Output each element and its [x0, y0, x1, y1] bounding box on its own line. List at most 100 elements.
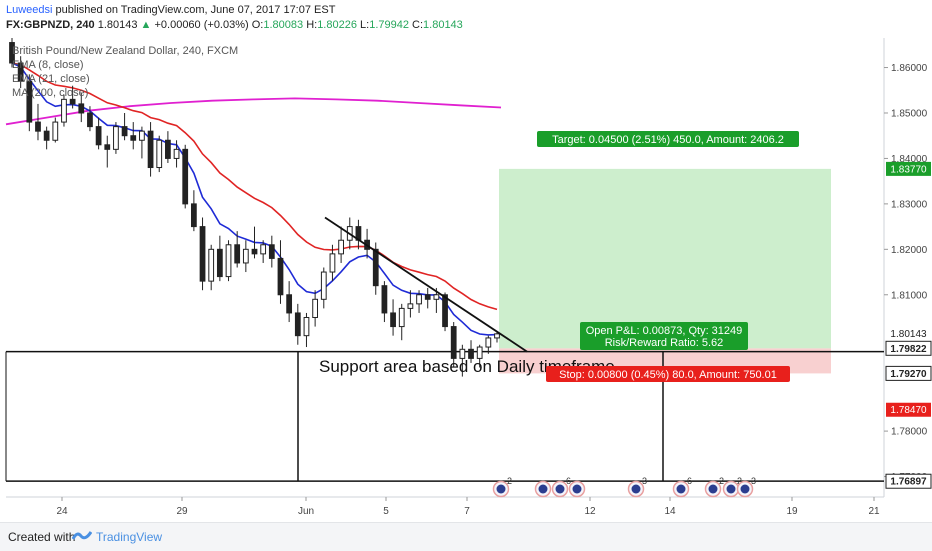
candle	[199, 217, 206, 291]
candle	[494, 331, 500, 343]
candle-body	[43, 130, 50, 141]
candle	[216, 235, 223, 282]
chart-area[interactable]: 1.86000 1.85000 1.84000 1.83000 1.82000 1.810…	[0, 0, 932, 522]
candle	[139, 126, 145, 159]
candle	[121, 112, 128, 141]
publish-info: Luweedsi published on TradingView.com, J…	[6, 4, 335, 16]
candle-body	[156, 139, 163, 169]
candle	[251, 226, 258, 259]
candle	[312, 290, 319, 327]
event-flag-core	[708, 484, 718, 494]
candle	[182, 144, 189, 209]
y-tick-label-1: 1.85000	[891, 108, 928, 119]
candle	[286, 281, 293, 323]
candle	[442, 292, 448, 332]
target-label-text-0: Target: 0.04500 (2.51%) 450.0, Amount: 2…	[552, 134, 784, 146]
candle	[260, 240, 267, 263]
x-tick-label-2: Jun	[298, 506, 314, 517]
candle-body	[61, 98, 67, 123]
candle-body	[130, 135, 137, 141]
candle	[338, 226, 344, 263]
y-tick-label-3: 1.83000	[891, 199, 928, 210]
event-flag-core	[496, 484, 506, 494]
event-count: 2	[737, 476, 742, 486]
event-flag-icon-4: 3	[627, 476, 647, 498]
candle	[398, 303, 405, 341]
low-label: L:	[360, 19, 370, 31]
event-flag-core	[676, 484, 686, 494]
candle-body	[26, 80, 33, 123]
x-tick-label-6: 14	[664, 506, 676, 517]
event-flag-core	[538, 484, 548, 494]
candle-body	[182, 148, 189, 205]
candle-body	[303, 316, 310, 337]
target-zone	[499, 168, 831, 349]
event-flag-icon-5: 6	[672, 476, 692, 498]
candle	[52, 117, 59, 143]
candle	[17, 56, 24, 88]
candle-body	[398, 307, 405, 328]
author-link[interactable]: Luweedsi	[6, 4, 53, 16]
stop-label-box	[546, 366, 790, 382]
event-count: 3	[642, 476, 647, 486]
candle	[95, 117, 102, 150]
price-axis-label-box	[886, 402, 931, 417]
price-change: +0.00060 (+0.03%)	[154, 19, 249, 31]
candle-body	[121, 126, 128, 137]
candle	[69, 85, 76, 109]
x-tick-label-1: 29	[176, 506, 188, 517]
candle-body	[251, 248, 258, 255]
last-price: 1.80143	[97, 19, 138, 31]
candle	[459, 344, 466, 377]
candle-body	[165, 139, 171, 159]
stop-label-text-0: Stop: 0.00800 (0.45%) 80.0, Amount: 750.…	[559, 369, 777, 381]
candle	[165, 131, 171, 163]
trendline	[324, 216, 528, 353]
candle	[242, 240, 249, 273]
candle-body	[95, 126, 102, 146]
x-tick-label-3: 5	[383, 506, 389, 517]
close-label: C:	[412, 19, 424, 31]
close-value: 1.80143	[423, 19, 463, 31]
candle-body	[216, 248, 223, 278]
legend-ema21[interactable]: EMA (21, close)	[12, 73, 90, 85]
event-count: 6	[687, 476, 692, 486]
event-flag-core	[726, 484, 736, 494]
candle-body	[277, 257, 284, 296]
legend-ma200[interactable]: MA (200, close)	[12, 87, 89, 99]
candle	[416, 290, 422, 313]
candle	[390, 299, 396, 336]
price-axis-label-box	[886, 326, 931, 341]
event-flag-icon-6: 2	[704, 476, 724, 498]
price-axis-label-text: 1.79822	[890, 344, 927, 355]
candle	[407, 290, 414, 318]
candle-body	[242, 248, 249, 264]
price-axis-label-6: 1.76897	[885, 473, 932, 489]
candle-body	[459, 348, 466, 359]
candle	[225, 240, 232, 282]
open-label: O:	[251, 19, 264, 31]
legend-ema8[interactable]: EMA (8, close)	[12, 59, 84, 71]
y-tick-label-6: 1.78000	[891, 427, 928, 438]
event-flag-core	[740, 484, 750, 494]
target-label-box	[537, 131, 799, 147]
price-axis-label-box	[885, 340, 932, 356]
event-flag-core	[572, 484, 582, 494]
candle-body	[494, 333, 500, 339]
event-flag-icon-7: 2	[722, 476, 742, 498]
x-tick-label-4: 7	[464, 506, 470, 517]
event-flag-icon-2: 6	[551, 476, 571, 498]
candle-body	[450, 326, 457, 359]
tradingview-brand[interactable]: TradingView	[96, 530, 163, 544]
stop-label: Stop: 0.00800 (0.45%) 80.0, Amount: 750.…	[546, 366, 790, 382]
candle-body	[260, 244, 267, 255]
candle-body	[390, 312, 396, 328]
support-annotation: Support area based on Daily timeframe	[319, 357, 615, 376]
candle	[87, 106, 93, 132]
candle-body	[476, 346, 483, 359]
price-axis-label-5: 1.78470	[886, 402, 931, 417]
candle-body	[35, 121, 41, 132]
price-axis-label-1: 1.80143	[886, 326, 931, 341]
candle	[147, 122, 154, 177]
candle-body	[173, 148, 180, 159]
